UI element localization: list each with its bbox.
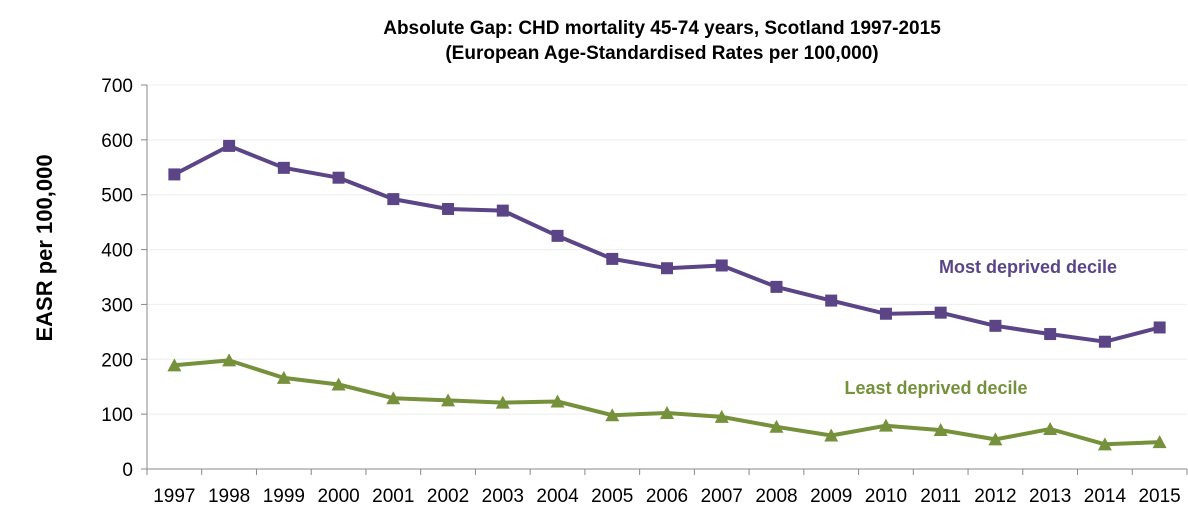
data-point-s2-2014 [1097,437,1112,451]
data-point-s1-1998 [223,139,236,152]
data-point-s1-2001 [387,193,400,206]
series-label-most-deprived: Most deprived decile [939,257,1117,277]
x-tick-label-1999: 1999 [263,486,305,507]
chart-subtitle: (European Age-Standardised Rates per 100… [445,43,878,64]
x-tick-label-2008: 2008 [755,486,797,507]
data-point-s2-2007 [714,409,729,423]
data-point-s2-2012 [988,432,1003,446]
data-point-s1-2005 [606,252,619,265]
data-point-s1-2008 [770,280,783,293]
data-point-s1-2009 [825,294,838,307]
y-tick-label-600: 600 [101,131,133,152]
data-point-s1-2011 [934,306,947,319]
data-point-s2-1998 [222,353,237,367]
data-point-s2-2005 [605,408,620,422]
y-tick-label-100: 100 [101,405,133,426]
data-point-s1-2006 [661,262,673,275]
data-point-s1-2003 [496,204,509,217]
series-label-least-deprived: Least deprived decile [844,378,1027,398]
y-tick-label-200: 200 [101,350,133,371]
x-tick-label-2002: 2002 [427,486,469,507]
series-line-2 [174,358,1160,447]
data-point-s2-2010 [878,418,893,432]
x-tick-label-2001: 2001 [372,486,414,507]
data-point-s2-2013 [1043,421,1058,435]
x-tick-label-1997: 1997 [153,486,195,507]
data-point-s1-2010 [879,307,892,320]
data-point-s2-1997 [167,358,182,372]
x-tick-label-2003: 2003 [482,486,524,507]
data-point-s1-2014 [1098,335,1111,348]
x-tick-label-2012: 2012 [974,486,1016,507]
series-1 [168,139,1166,348]
y-axis-label: EASR per 100,000 [32,154,57,341]
x-tick-label-2011: 2011 [920,486,961,507]
y-tick-labels: 0 100 200 300 400 500 600 700 [101,76,133,481]
x-tick-label-2013: 2013 [1029,486,1071,507]
data-point-s2-1999 [276,370,291,384]
y-tick-label-500: 500 [101,186,133,207]
x-tick-label-2015: 2015 [1138,486,1180,507]
data-point-s1-2004 [551,229,564,242]
x-tick-label-1998: 1998 [208,486,250,507]
x-tick-labels: 1997 1998 1999 2000 2001 2002 2003 2004 2005 2006… [153,486,1181,507]
data-point-s1-1999 [277,161,290,174]
x-tick-label-2007: 2007 [701,486,743,507]
y-tick-label-0: 0 [122,460,133,481]
data-point-s2-2008 [769,419,784,433]
data-point-s2-2004 [550,394,565,408]
data-point-s1-2002 [442,202,455,215]
data-point-s2-2003 [495,395,510,409]
data-point-s2-2006 [660,406,674,420]
series-line-1 [173,143,1161,344]
x-tick-label-2006: 2006 [646,486,688,507]
data-point-s2-2002 [441,393,456,407]
data-point-s1-1997 [168,168,181,181]
gridlines [147,84,1187,415]
data-point-s2-2011 [933,423,948,437]
data-point-s1-2007 [715,259,728,272]
data-point-s1-2012 [989,319,1002,332]
x-tick-label-2005: 2005 [591,486,633,507]
x-tick-label-2014: 2014 [1084,486,1127,507]
data-point-s1-2015 [1153,321,1166,334]
series-2 [167,353,1167,451]
x-tick-label-2009: 2009 [810,486,852,507]
x-tick-label-2010: 2010 [865,486,907,507]
data-point-s2-2015 [1152,435,1167,449]
x-tick-label-2004: 2004 [536,486,579,507]
y-tick-label-400: 400 [101,241,133,262]
data-point-s1-2000 [332,171,345,184]
x-tick-label-2000: 2000 [317,486,359,507]
data-point-s2-2009 [824,428,839,442]
data-point-s2-2001 [386,391,401,405]
y-tick-label-700: 700 [101,76,133,97]
chart-title: Absolute Gap: CHD mortality 45-74 years,… [383,18,941,39]
axes [141,84,1188,475]
data-point-s2-2000 [331,377,346,391]
series-group [167,139,1167,451]
y-tick-label-300: 300 [101,295,133,316]
data-point-s1-2013 [1044,328,1057,341]
